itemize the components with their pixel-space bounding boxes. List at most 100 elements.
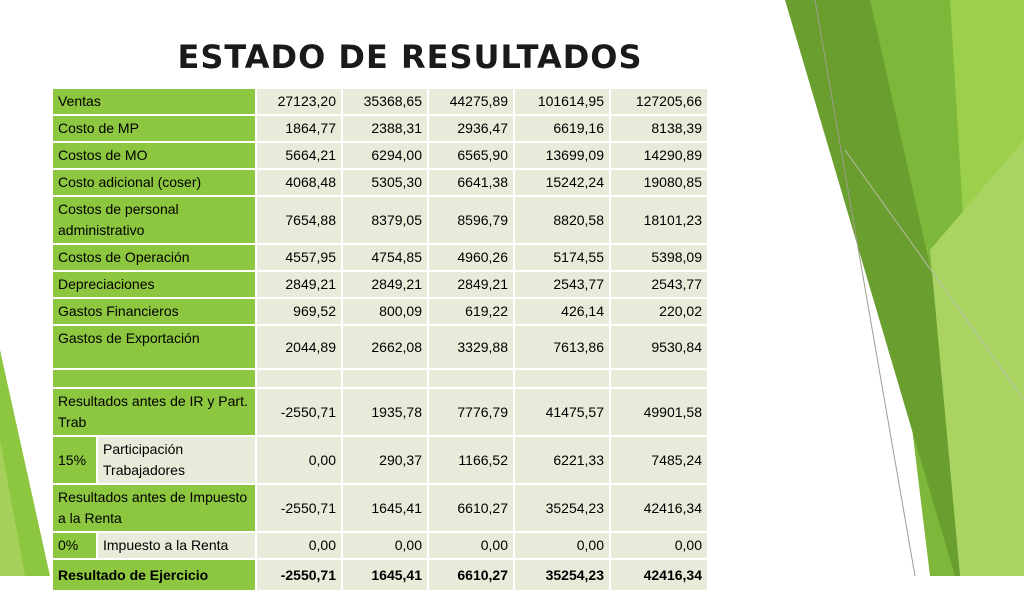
row-label: Costo adicional (coser)	[53, 170, 255, 195]
cell-value: 1935,78	[343, 389, 427, 435]
cell-value: 4068,48	[257, 170, 341, 195]
percent-cell: 15%	[53, 437, 96, 483]
empty-cell	[611, 370, 707, 387]
cell-value: 8138,39	[611, 116, 707, 141]
cell-value: 8596,79	[429, 197, 513, 243]
cell-value: 13699,09	[515, 143, 609, 168]
row-label: Costos de Operación	[53, 245, 255, 270]
cell-value: 6565,90	[429, 143, 513, 168]
cell-value: 5398,09	[611, 245, 707, 270]
cell-value: -2550,71	[257, 389, 341, 435]
right-thin-line	[814, 0, 916, 576]
cell-value: 2044,89	[257, 326, 341, 368]
decorative-green-shapes	[0, 0, 1024, 576]
cell-value: 619,22	[429, 299, 513, 324]
cell-value: 220,02	[611, 299, 707, 324]
cell-value: 15242,24	[515, 170, 609, 195]
table-row-costo-mp: Costo de MP 1864,77 2388,31 2936,47 6619…	[53, 116, 707, 141]
row-label: Gastos de Exportación	[53, 326, 255, 368]
right-shape-lower	[930, 140, 1024, 576]
cell-value: 6641,38	[429, 170, 513, 195]
table-row-resultados-antes-ir: Resultados antes de IR y Part. Trab -255…	[53, 389, 707, 435]
cell-value: 969,52	[257, 299, 341, 324]
cell-value: 6619,16	[515, 116, 609, 141]
right-thin-line-2	[844, 149, 1024, 401]
cell-value: 101614,95	[515, 89, 609, 114]
table-row-resultado-ejercicio: Resultado de Ejercicio -2550,71 1645,41 …	[53, 560, 707, 590]
cell-value: 1645,41	[343, 485, 427, 531]
page-title: ESTADO DE RESULTADOS	[177, 38, 643, 76]
cell-value: 127205,66	[611, 89, 707, 114]
empty-cell	[343, 370, 427, 387]
cell-value: 27123,20	[257, 89, 341, 114]
cell-value: 0,00	[611, 533, 707, 558]
row-label: Ventas	[53, 89, 255, 114]
right-shape-dark	[785, 0, 1000, 576]
cell-value: 5174,55	[515, 245, 609, 270]
cell-value: 0,00	[257, 437, 341, 483]
cell-value: 2849,21	[257, 272, 341, 297]
cell-value: 35368,65	[343, 89, 427, 114]
table-row-costo-adicional: Costo adicional (coser) 4068,48 5305,30 …	[53, 170, 707, 195]
table-row-costos-operacion: Costos de Operación 4557,95 4754,85 4960…	[53, 245, 707, 270]
empty-cell	[429, 370, 513, 387]
cell-value: 426,14	[515, 299, 609, 324]
cell-value: 6610,27	[429, 485, 513, 531]
cell-value: 5305,30	[343, 170, 427, 195]
cell-value: 1645,41	[343, 560, 427, 590]
row-label: Participación Trabajadores	[98, 437, 255, 483]
empty-cell	[515, 370, 609, 387]
cell-value: 7613,86	[515, 326, 609, 368]
table-row-personal-administrativo: Costos de personal administrativo 7654,8…	[53, 197, 707, 243]
cell-value: 18101,23	[611, 197, 707, 243]
table-row-ventas: Ventas 27123,20 35368,65 44275,89 101614…	[53, 89, 707, 114]
cell-value: 6294,00	[343, 143, 427, 168]
cell-value: 2543,77	[515, 272, 609, 297]
cell-value: 2388,31	[343, 116, 427, 141]
row-label: Impuesto a la Renta	[98, 533, 255, 558]
empty-cell	[53, 370, 255, 387]
cell-value: 2543,77	[611, 272, 707, 297]
table-row-resultados-antes-impuesto: Resultados antes de Impuesto a la Renta …	[53, 485, 707, 531]
table-row-participacion: 15% Participación Trabajadores 0,00 290,…	[53, 437, 707, 483]
cell-value: 800,09	[343, 299, 427, 324]
percent-cell: 0%	[53, 533, 96, 558]
cell-value: 7654,88	[257, 197, 341, 243]
cell-value: 1166,52	[429, 437, 513, 483]
cell-value: 14290,89	[611, 143, 707, 168]
empty-cell	[257, 370, 341, 387]
cell-value: 2849,21	[343, 272, 427, 297]
row-label: Costo de MP	[53, 116, 255, 141]
cell-value: 4960,26	[429, 245, 513, 270]
table-row-depreciaciones: Depreciaciones 2849,21 2849,21 2849,21 2…	[53, 272, 707, 297]
cell-value: 41475,57	[515, 389, 609, 435]
cell-value: 8379,05	[343, 197, 427, 243]
row-label: Costos de MO	[53, 143, 255, 168]
cell-value: 44275,89	[429, 89, 513, 114]
row-label: Resultados antes de IR y Part. Trab	[53, 389, 255, 435]
cell-value: 0,00	[343, 533, 427, 558]
cell-value: 2662,08	[343, 326, 427, 368]
table-row-gastos-financieros: Gastos Financieros 969,52 800,09 619,22 …	[53, 299, 707, 324]
cell-value: -2550,71	[257, 560, 341, 590]
cell-value: -2550,71	[257, 485, 341, 531]
left-corner-shape-light	[0, 440, 25, 576]
row-label: Depreciaciones	[53, 272, 255, 297]
cell-value: 4754,85	[343, 245, 427, 270]
cell-value: 0,00	[515, 533, 609, 558]
cell-value: 6221,33	[515, 437, 609, 483]
cell-value: 7485,24	[611, 437, 707, 483]
row-label: Gastos Financieros	[53, 299, 255, 324]
table-row-gastos-exportacion: Gastos de Exportación 2044,89 2662,08 33…	[53, 326, 707, 368]
cell-value: 2849,21	[429, 272, 513, 297]
table-row-empty	[53, 370, 707, 387]
cell-value: 3329,88	[429, 326, 513, 368]
table-row-impuesto-renta: 0% Impuesto a la Renta 0,00 0,00 0,00 0,…	[53, 533, 707, 558]
row-label: Costos de personal administrativo	[53, 197, 255, 243]
cell-value: 19080,85	[611, 170, 707, 195]
cell-value: 0,00	[257, 533, 341, 558]
cell-value: 35254,23	[515, 560, 609, 590]
cell-value: 2936,47	[429, 116, 513, 141]
cell-value: 42416,34	[611, 485, 707, 531]
row-label: Resultados antes de Impuesto a la Renta	[53, 485, 255, 531]
